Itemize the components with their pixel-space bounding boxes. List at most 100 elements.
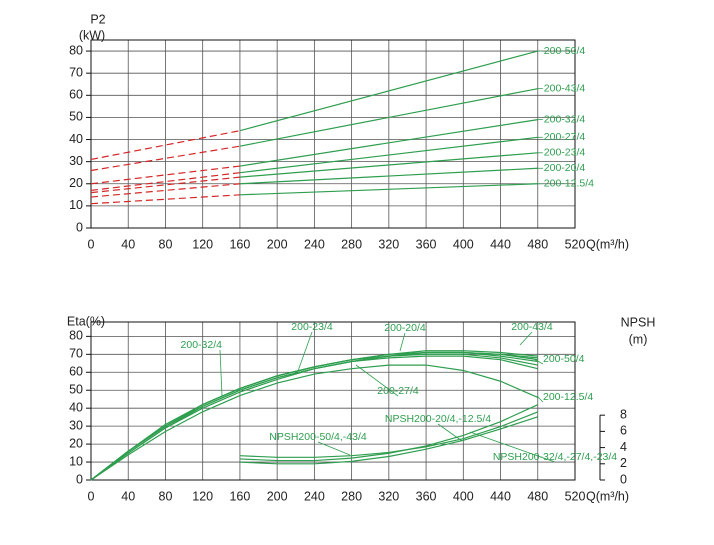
extrapolated-line xyxy=(90,165,240,185)
x-tick-label: 0 xyxy=(88,237,95,251)
y-tick-label: 20 xyxy=(69,436,83,450)
series-line xyxy=(239,88,538,147)
x-tick-label: 80 xyxy=(159,237,173,251)
y-axis-unit: (kW) xyxy=(79,28,105,42)
y2-axis-label: NPSH xyxy=(621,315,656,329)
x-tick-label: 160 xyxy=(229,489,250,503)
x-tick-label: 80 xyxy=(159,489,173,503)
series-line xyxy=(239,136,538,174)
y-tick-label: 40 xyxy=(69,400,83,414)
series-label: 200-50/4 xyxy=(544,45,586,57)
series-line xyxy=(90,355,538,481)
series-label: 200-27/4 xyxy=(377,385,419,397)
x-tick-label: 520 xyxy=(565,237,586,251)
x-tick-label: 400 xyxy=(453,489,474,503)
label-leader xyxy=(297,331,313,372)
x-tick-label: 280 xyxy=(341,237,362,251)
y-tick-label: 20 xyxy=(69,176,83,190)
x-tick-label: 240 xyxy=(304,489,325,503)
label-leader xyxy=(469,431,556,463)
x-axis-label: Q(m³/h) xyxy=(586,237,629,251)
y-tick-label: 60 xyxy=(69,365,83,379)
y-tick-label: 70 xyxy=(69,65,83,79)
x-axis-label: Q(m³/h) xyxy=(586,489,629,503)
series-label: 200-23/4 xyxy=(544,147,586,159)
x-tick-label: 360 xyxy=(416,237,437,251)
series-line xyxy=(239,50,538,132)
x-tick-label: 160 xyxy=(229,237,250,251)
extrapolated-line xyxy=(90,172,240,191)
extrapolated-line xyxy=(90,183,240,198)
plot-frame xyxy=(90,39,576,229)
series-label: 200-20/4 xyxy=(544,162,586,174)
x-tick-label: 40 xyxy=(121,489,135,503)
y-tick-label: 70 xyxy=(69,347,83,361)
series-label: 200-43/4 xyxy=(544,82,586,94)
series-label: 200-27/4 xyxy=(544,131,586,143)
y-tick-label: 10 xyxy=(69,198,83,212)
label-leader xyxy=(437,423,463,442)
y-tick-label: 30 xyxy=(69,154,83,168)
label-leader xyxy=(219,349,223,397)
series-line xyxy=(239,167,538,185)
y2-tick-label: 4 xyxy=(620,440,627,454)
series-line xyxy=(239,416,538,465)
label-leader xyxy=(317,441,351,456)
label-leader xyxy=(519,331,533,346)
series-line xyxy=(239,404,539,462)
series-line xyxy=(90,364,539,481)
y-tick-label: 40 xyxy=(69,132,83,146)
series-line xyxy=(239,119,538,167)
x-tick-label: 120 xyxy=(192,237,213,251)
series-label: NPSH200-20/4,-12.5/4 xyxy=(385,413,491,425)
series-line xyxy=(239,152,538,178)
y-tick-label: 50 xyxy=(69,110,83,124)
series-label: 200-32/4 xyxy=(181,339,223,351)
x-tick-label: 520 xyxy=(565,489,586,503)
y-tick-label: 10 xyxy=(69,454,83,468)
y2-tick-label: 0 xyxy=(620,472,627,486)
series-label: 200-32/4 xyxy=(544,113,586,125)
y-tick-label: 0 xyxy=(76,472,83,486)
x-tick-label: 200 xyxy=(267,489,288,503)
label-leader xyxy=(529,356,544,365)
series-line xyxy=(239,183,538,196)
series-line xyxy=(239,411,538,458)
y2-tick-label: 2 xyxy=(620,456,627,470)
y2-tick-label: 8 xyxy=(620,407,627,421)
series-label: NPSH200-32/4,-27/4,-23/4 xyxy=(493,451,617,463)
x-tick-label: 280 xyxy=(341,489,362,503)
y-tick-label: 50 xyxy=(69,383,83,397)
x-tick-label: 320 xyxy=(378,237,399,251)
label-leader xyxy=(355,364,399,397)
plot-frame xyxy=(90,321,576,481)
x-tick-label: 400 xyxy=(453,237,474,251)
series-label: 200-43/4 xyxy=(511,321,553,333)
series-label: 200-12.5/4 xyxy=(544,178,594,190)
x-tick-label: 360 xyxy=(416,489,437,503)
series-label: 200-12.5/4 xyxy=(543,391,593,403)
x-tick-label: 200 xyxy=(267,237,288,251)
x-tick-label: 480 xyxy=(527,237,548,251)
x-tick-label: 240 xyxy=(304,237,325,251)
x-tick-label: 320 xyxy=(378,489,399,503)
x-tick-label: 0 xyxy=(88,489,95,503)
extrapolated-line xyxy=(90,130,241,161)
extrapolated-line xyxy=(90,176,240,194)
y-tick-label: 80 xyxy=(69,43,83,57)
x-tick-label: 480 xyxy=(527,489,548,503)
y-axis-label: Eta(%) xyxy=(67,314,105,328)
label-leader xyxy=(536,395,544,403)
x-tick-label: 440 xyxy=(490,237,511,251)
series-label: 200-50/4 xyxy=(543,353,585,365)
x-tick-label: 440 xyxy=(490,489,511,503)
y-tick-label: 30 xyxy=(69,418,83,432)
y-tick-label: 80 xyxy=(69,329,83,343)
extrapolated-line xyxy=(90,194,240,205)
y-tick-label: 60 xyxy=(69,88,83,102)
x-tick-label: 120 xyxy=(192,489,213,503)
series-label: 200-20/4 xyxy=(384,322,426,334)
series-label: 200-23/4 xyxy=(291,321,333,333)
